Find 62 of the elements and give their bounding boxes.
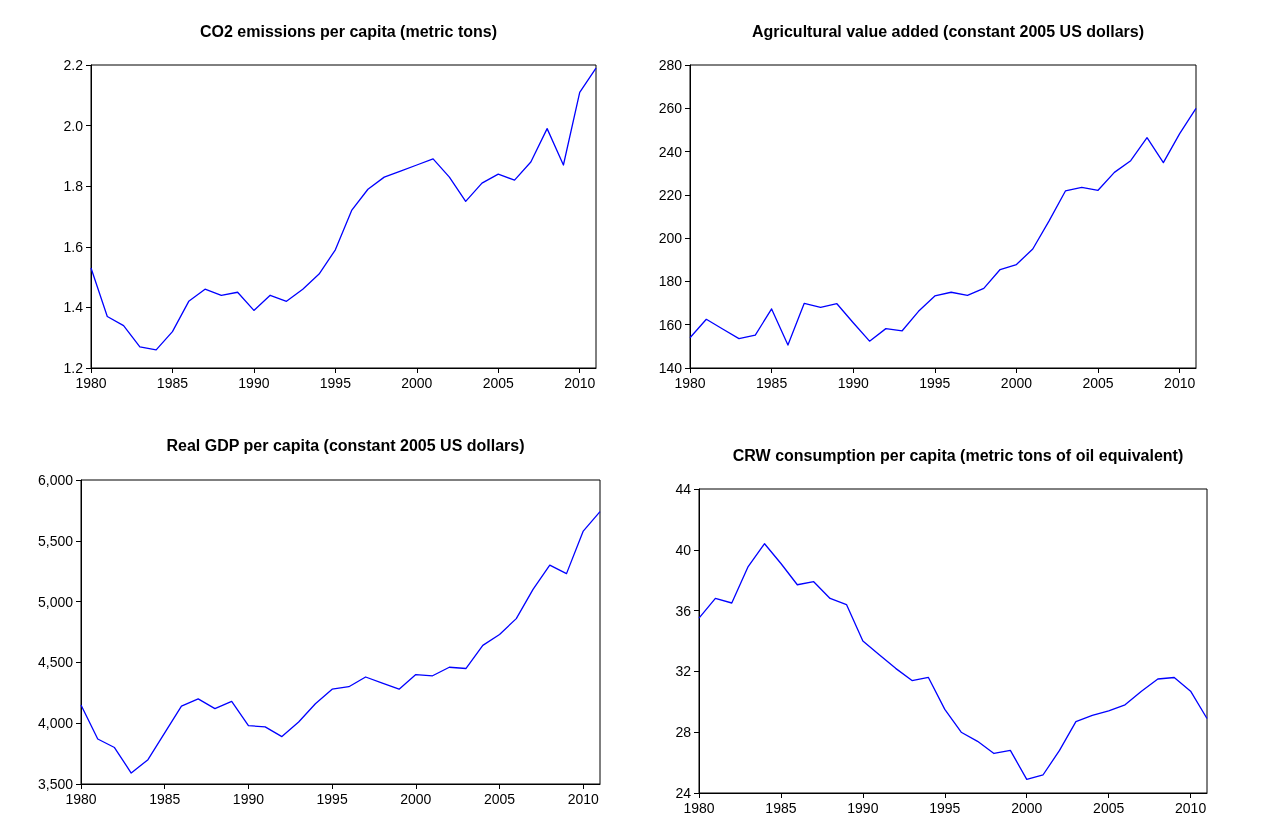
line-series	[689, 107, 1197, 346]
x-tick-label: 2005	[1093, 800, 1125, 816]
x-tick-label: 1985	[156, 375, 189, 391]
chart-title: Real GDP per capita (constant 2005 US dollars)	[166, 436, 525, 454]
x-tick-label: 1980	[75, 375, 107, 391]
y-tick-label: 280	[658, 57, 683, 73]
chart-title: CRW consumption per capita (metric tons of oil equivalent)	[732, 446, 1184, 464]
x-tick-label: 2010	[1164, 375, 1196, 391]
chart-title: CO2 emissions per capita (metric tons)	[200, 22, 497, 40]
x-tick-label: 2010	[564, 375, 596, 391]
y-tick-label: 240	[658, 143, 683, 160]
y-tick-label: 44	[675, 481, 692, 497]
y-tick-label: 1.4	[63, 299, 84, 316]
x-tick-label: 2010	[1175, 800, 1207, 816]
x-tick-label: 1995	[929, 800, 961, 816]
y-tick-label: 1.8	[63, 178, 84, 195]
y-tick-label: 6,000	[37, 472, 74, 488]
x-tick-label: 1995	[316, 791, 348, 807]
y-tick-label: 4,000	[37, 715, 74, 732]
line-series	[90, 67, 597, 351]
x-tick-label: 1995	[319, 375, 352, 391]
y-tick-label: 28	[675, 724, 692, 741]
y-tick-label: 1.6	[63, 238, 84, 255]
y-tick-label: 160	[658, 316, 683, 333]
x-tick-label: 2000	[1011, 800, 1043, 816]
x-tick-label: 2000	[1000, 375, 1033, 391]
x-tick-label: 1985	[756, 375, 788, 391]
y-tick-label: 32	[675, 663, 692, 680]
y-tick-label: 4,500	[37, 654, 74, 671]
chart-title: Agricultural value added (constant 2005 US dollars)	[751, 22, 1145, 40]
y-tick-label: 2.2	[63, 57, 84, 73]
x-tick-label: 1985	[149, 791, 181, 807]
y-tick-label: 180	[658, 273, 683, 290]
x-tick-label: 1980	[683, 800, 715, 816]
y-tick-label: 260	[658, 100, 683, 117]
y-tick-label: 24	[675, 785, 692, 801]
x-tick-label: 1980	[674, 375, 706, 391]
y-tick-label: 1.2	[63, 360, 84, 376]
y-tick-label: 5,500	[37, 532, 74, 549]
y-tick-label: 36	[675, 602, 692, 619]
y-tick-label: 220	[658, 186, 683, 203]
x-tick-label: 2000	[400, 791, 432, 807]
x-tick-label: 2005	[483, 791, 516, 807]
x-tick-label: 2005	[482, 375, 515, 391]
x-tick-label: 1990	[847, 800, 879, 816]
y-tick-label: 40	[675, 541, 692, 558]
y-tick-label: 200	[658, 230, 683, 247]
y-tick-label: 140	[658, 360, 683, 376]
x-tick-label: 2005	[1082, 375, 1114, 391]
x-tick-label: 1990	[238, 375, 270, 391]
y-tick-label: 2.0	[63, 117, 84, 134]
y-tick-label: 5,000	[37, 593, 74, 610]
line-series	[80, 510, 601, 774]
line-series	[698, 543, 1208, 780]
x-tick-label: 1980	[65, 791, 97, 807]
x-tick-label: 1995	[919, 375, 951, 391]
y-tick-label: 3,500	[37, 776, 74, 792]
x-tick-label: 1985	[765, 800, 797, 816]
x-tick-label: 2000	[401, 375, 433, 391]
x-tick-label: 1990	[232, 791, 265, 807]
x-tick-label: 1990	[837, 375, 870, 391]
x-tick-label: 2010	[567, 791, 600, 807]
